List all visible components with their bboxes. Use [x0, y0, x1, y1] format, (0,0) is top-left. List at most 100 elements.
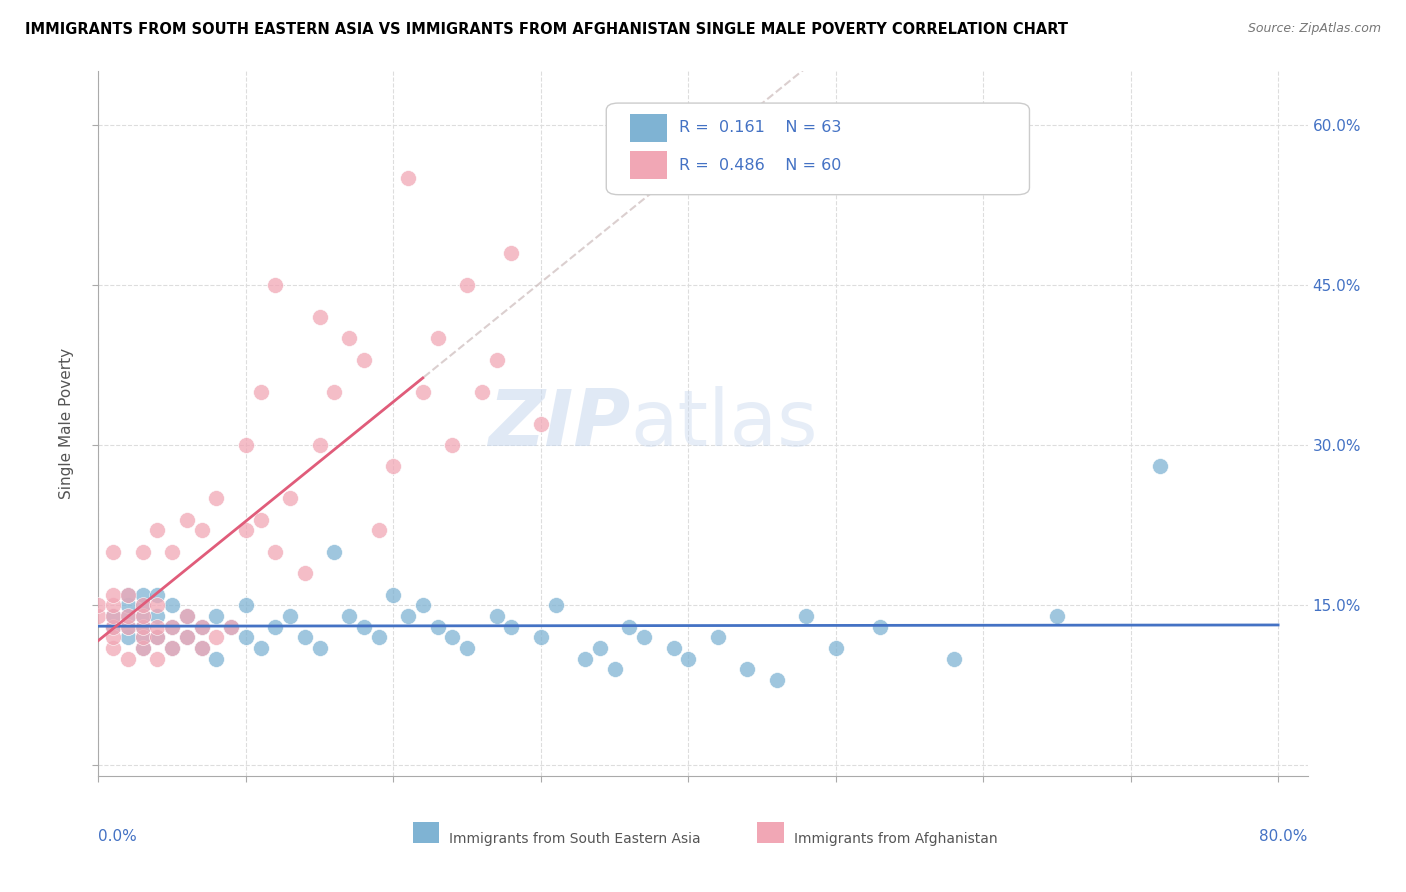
Point: [485, 608, 508, 623]
Point: [219, 619, 242, 633]
Point: [176, 608, 198, 623]
Point: [101, 598, 124, 612]
Point: [485, 352, 508, 367]
Point: [589, 640, 612, 655]
Point: [235, 598, 257, 612]
Point: [574, 651, 596, 665]
Point: [190, 619, 212, 633]
Point: [942, 651, 965, 665]
Point: [101, 619, 124, 633]
Text: R =  0.161    N = 63: R = 0.161 N = 63: [679, 120, 841, 136]
Point: [205, 491, 228, 506]
Point: [160, 545, 183, 559]
Point: [501, 619, 523, 633]
Point: [101, 630, 124, 644]
Point: [603, 662, 626, 676]
Point: [176, 608, 198, 623]
Text: Immigrants from Afghanistan: Immigrants from Afghanistan: [793, 832, 997, 847]
Point: [117, 588, 139, 602]
Point: [146, 524, 169, 538]
Point: [278, 491, 301, 506]
Point: [396, 608, 419, 623]
Point: [337, 331, 360, 345]
Text: IMMIGRANTS FROM SOUTH EASTERN ASIA VS IMMIGRANTS FROM AFGHANISTAN SINGLE MALE PO: IMMIGRANTS FROM SOUTH EASTERN ASIA VS IM…: [25, 22, 1069, 37]
Point: [441, 438, 464, 452]
Point: [264, 277, 287, 292]
Point: [219, 619, 242, 633]
Point: [176, 513, 198, 527]
Point: [471, 384, 494, 399]
Text: R =  0.486    N = 60: R = 0.486 N = 60: [679, 158, 841, 172]
Point: [117, 619, 139, 633]
Point: [117, 651, 139, 665]
Point: [353, 619, 375, 633]
Point: [235, 524, 257, 538]
Point: [131, 598, 153, 612]
Point: [441, 630, 464, 644]
Point: [337, 608, 360, 623]
Point: [205, 608, 228, 623]
Point: [176, 630, 198, 644]
Text: ZIP: ZIP: [488, 385, 630, 462]
Point: [190, 640, 212, 655]
Point: [146, 598, 169, 612]
Point: [131, 598, 153, 612]
Point: [131, 619, 153, 633]
Point: [367, 630, 389, 644]
Point: [131, 608, 153, 623]
Point: [323, 545, 346, 559]
Text: 80.0%: 80.0%: [1260, 829, 1308, 844]
Point: [131, 588, 153, 602]
Point: [87, 598, 110, 612]
Point: [544, 598, 567, 612]
Point: [367, 524, 389, 538]
Point: [146, 619, 169, 633]
Point: [235, 630, 257, 644]
FancyBboxPatch shape: [606, 103, 1029, 194]
Point: [87, 608, 110, 623]
Point: [101, 545, 124, 559]
Point: [426, 619, 449, 633]
Bar: [758, 822, 785, 843]
Point: [160, 598, 183, 612]
Point: [146, 630, 169, 644]
Point: [308, 640, 330, 655]
Point: [382, 588, 405, 602]
Text: Source: ZipAtlas.com: Source: ZipAtlas.com: [1247, 22, 1381, 36]
Point: [456, 277, 478, 292]
Point: [131, 630, 153, 644]
Point: [308, 310, 330, 324]
Point: [794, 608, 817, 623]
Point: [249, 640, 271, 655]
Point: [294, 566, 316, 581]
Point: [530, 630, 553, 644]
Point: [190, 640, 212, 655]
Point: [412, 384, 434, 399]
Point: [146, 588, 169, 602]
Point: [146, 651, 169, 665]
Point: [249, 513, 271, 527]
Bar: [630, 113, 666, 142]
Point: [131, 545, 153, 559]
Point: [619, 619, 641, 633]
Point: [735, 662, 758, 676]
Point: [501, 245, 523, 260]
Point: [117, 619, 139, 633]
Text: atlas: atlas: [630, 385, 818, 462]
Point: [101, 640, 124, 655]
Point: [412, 598, 434, 612]
Point: [1149, 459, 1171, 474]
Point: [662, 640, 685, 655]
Point: [205, 651, 228, 665]
Point: [160, 619, 183, 633]
Point: [426, 331, 449, 345]
Bar: [630, 151, 666, 179]
Point: [530, 417, 553, 431]
Point: [249, 384, 271, 399]
Point: [131, 640, 153, 655]
Point: [382, 459, 405, 474]
Point: [176, 630, 198, 644]
Point: [117, 598, 139, 612]
Point: [117, 608, 139, 623]
Point: [264, 619, 287, 633]
